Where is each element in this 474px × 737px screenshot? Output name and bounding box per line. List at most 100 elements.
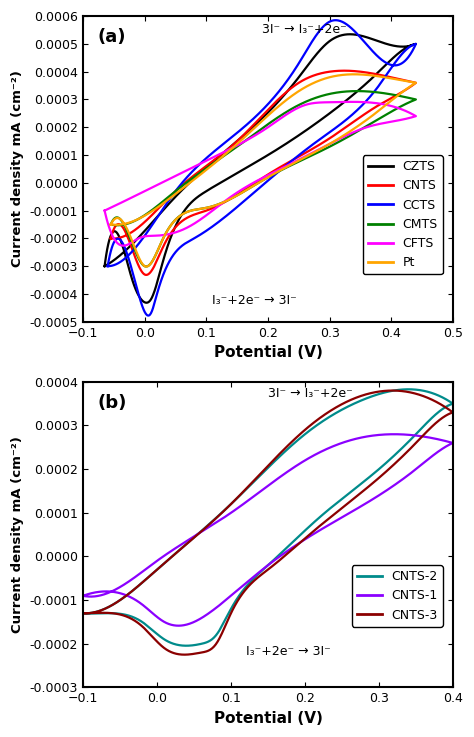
CCTS [203, 154, 209, 163]
CNTS [393, 91, 399, 100]
CNTS-2 [183, 641, 189, 650]
Pt [351, 70, 357, 79]
Text: (a): (a) [98, 28, 127, 46]
CNTS [341, 66, 347, 75]
CZTS [184, 203, 190, 212]
CNTS-1 [321, 523, 327, 532]
CNTS-3 [357, 392, 363, 401]
CNTS-2 [198, 527, 204, 536]
CZTS [335, 32, 341, 41]
CNTS-3 [321, 518, 327, 527]
CNTS-1 [357, 433, 363, 442]
CNTS-2 [406, 385, 411, 394]
CNTS-1 [80, 591, 86, 600]
CZTS [393, 52, 399, 60]
Pt [269, 170, 275, 179]
CZTS [347, 29, 353, 38]
CZTS [102, 262, 108, 270]
Line: CNTS: CNTS [111, 71, 416, 275]
CMTS [188, 206, 194, 215]
CNTS-2 [276, 551, 282, 559]
CNTS-2 [177, 641, 183, 650]
CNTS-3 [426, 425, 432, 434]
Pt [337, 71, 342, 80]
CFTS [335, 97, 341, 106]
CMTS [143, 262, 149, 271]
Line: Pt: Pt [111, 74, 416, 267]
CNTS-3 [177, 650, 183, 659]
Line: CMTS: CMTS [111, 91, 416, 267]
CCTS [333, 15, 338, 24]
CNTS [337, 66, 342, 75]
Pt [205, 164, 211, 173]
Text: I₃⁻+2e⁻ → 3I⁻: I₃⁻+2e⁻ → 3I⁻ [246, 645, 330, 657]
CFTS [102, 206, 108, 215]
CNTS [108, 234, 114, 242]
CCTS [186, 237, 192, 245]
CNTS-3 [80, 609, 86, 618]
CNTS-2 [321, 509, 327, 518]
Line: CNTS-2: CNTS-2 [83, 389, 453, 646]
CNTS-2 [426, 416, 432, 425]
CMTS [205, 163, 211, 172]
CNTS-2 [80, 609, 86, 618]
Pt [144, 262, 149, 271]
CNTS-3 [182, 650, 187, 659]
CMTS [108, 220, 114, 229]
CNTS-3 [80, 609, 86, 618]
CFTS [102, 206, 108, 215]
CMTS [269, 170, 275, 179]
CNTS-3 [390, 386, 395, 395]
CFTS [393, 116, 399, 125]
CMTS [108, 220, 114, 229]
CNTS-1 [176, 621, 182, 630]
CNTS-1 [426, 454, 432, 463]
CNTS [108, 234, 114, 242]
CMTS [337, 88, 342, 97]
CCTS [306, 144, 311, 153]
CNTS-1 [178, 621, 183, 630]
CFTS [184, 223, 190, 232]
CZTS [201, 165, 207, 174]
CCTS [105, 262, 110, 270]
Y-axis label: Current density mA (cm⁻²): Current density mA (cm⁻²) [11, 71, 24, 268]
X-axis label: Potential (V): Potential (V) [213, 345, 322, 360]
CZTS [102, 262, 108, 270]
CFTS [120, 241, 126, 250]
CMTS [307, 152, 312, 161]
CNTS-1 [80, 591, 86, 600]
CFTS [201, 158, 207, 167]
Pt [108, 220, 114, 229]
CMTS [354, 87, 360, 96]
CMTS [393, 105, 399, 113]
CFTS [266, 170, 272, 179]
CNTS-1 [392, 430, 397, 439]
CNTS [144, 270, 149, 279]
Pt [108, 220, 114, 229]
Line: CNTS-1: CNTS-1 [83, 434, 453, 626]
Legend: CNTS-2, CNTS-1, CNTS-3: CNTS-2, CNTS-1, CNTS-3 [352, 565, 443, 626]
CNTS-1 [276, 553, 282, 562]
CNTS [205, 160, 211, 169]
CNTS-3 [276, 556, 282, 565]
CZTS [144, 298, 149, 307]
CNTS-2 [357, 397, 363, 405]
X-axis label: Potential (V): Potential (V) [213, 711, 322, 726]
CFTS [304, 151, 310, 160]
Pt [393, 92, 399, 101]
CNTS-1 [198, 528, 204, 537]
CFTS [350, 97, 356, 106]
Y-axis label: Current density mA (cm⁻²): Current density mA (cm⁻²) [11, 436, 24, 633]
CCTS [393, 57, 399, 66]
Text: I₃⁻+2e⁻ → 3I⁻: I₃⁻+2e⁻ → 3I⁻ [212, 293, 297, 307]
Line: CCTS: CCTS [108, 20, 416, 315]
Pt [188, 206, 194, 215]
CCTS [268, 174, 273, 183]
Line: CFTS: CFTS [105, 102, 416, 245]
CCTS [105, 262, 110, 270]
Text: 3I⁻ → I₃⁻+2e⁻: 3I⁻ → I₃⁻+2e⁻ [268, 387, 353, 400]
Text: (b): (b) [98, 394, 127, 412]
CNTS [188, 212, 194, 220]
Pt [307, 150, 312, 159]
CCTS [337, 16, 342, 25]
